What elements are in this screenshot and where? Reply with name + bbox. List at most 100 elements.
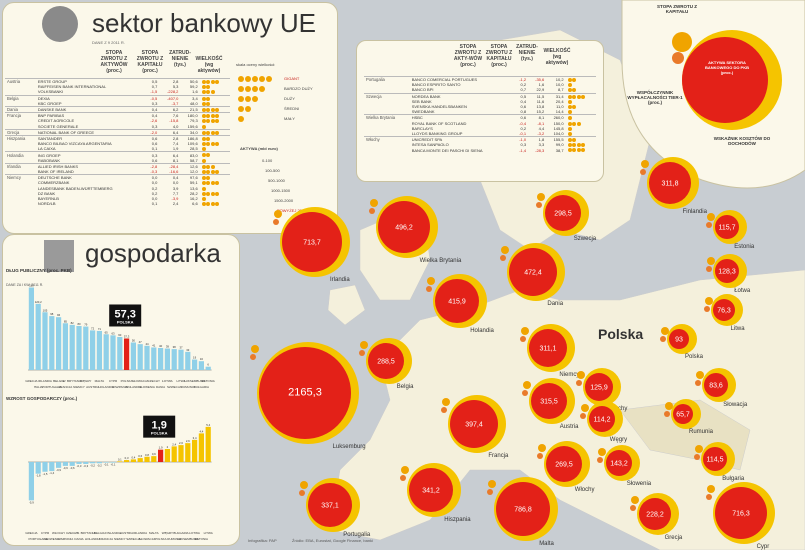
assets-tick: 1500-2000 [274,198,294,203]
bank-name: HSBC [409,114,514,121]
roe-bubble [576,380,582,386]
bar [103,334,109,370]
size-dot [572,78,577,83]
size-dot [215,170,220,175]
bar [137,458,143,462]
category-label: ESTONIA [202,379,215,383]
value-label: -1,4 [49,471,54,475]
bank-value: -16,6 [169,169,179,175]
country-label: Hiszpania [444,517,471,523]
bar [90,330,96,370]
bank-value: 0,0 [151,196,158,202]
category-label: FINLANDIA [105,531,121,535]
size-dot [210,80,215,85]
value-label: -0,9 [56,468,61,472]
bar [171,349,177,370]
roe-bubble [694,454,700,460]
bank-value: 145,8 [553,125,564,131]
size-dot [201,158,206,163]
country-name: Austria [5,78,36,85]
value-label: 71 [98,327,102,331]
bank-name: ROYAL BANK OF SCOTLAND [411,120,467,126]
size-dot [576,94,581,99]
bubble-value: 114,5 [707,457,724,464]
roe-bubble [630,505,636,511]
tier-bubble [705,297,713,305]
arrow-right-icon [42,6,78,42]
hdr-size: WIELKOŚĆ (wg aktywów) [195,56,223,74]
bank-row: KBC GROEP 0,3 -3,7 48,0 [5,101,230,107]
value-label: 1,9 [159,446,163,450]
size-dot [201,147,206,152]
bank-value: 0,6 [520,104,527,110]
legend-center: AKTYWA SEKTORA BANKOWEGO DO PKB (proc.) [705,60,749,75]
bank-name: BANCO BPI [411,87,434,93]
bank-value: -0,4 [519,120,527,126]
bubble-value: 298,5 [554,211,572,218]
bank-row: BANCO BILBAO VIZCAYA ARGENTARIA 0,6 7,4 109… [5,141,230,146]
category-label: MALTA [95,379,105,383]
bank-value: -1,0 [513,136,529,143]
size-dot [206,130,211,135]
category-label: LUKSEMBURG [184,379,206,383]
value-label: 19 [193,356,197,360]
size-dot [201,119,206,124]
size-dot [581,94,586,99]
bubble [259,347,351,439]
bubble-value: 415,9 [448,299,466,306]
bank-value: 0,6 [151,157,158,163]
bar [103,462,109,463]
size-dots [566,131,596,137]
roe-bubble [400,475,406,481]
hdr-size-right: WIELKOŚĆ (wg aktywów) [543,48,571,66]
bank-value: 59,1 [189,180,198,186]
size-dot [201,186,206,191]
bank-value: 38,7 [555,147,564,153]
bank-name: NORDEA BANK [409,92,514,99]
value-label: 96 [57,313,61,317]
hdr-roa-right: STOPA ZWROTU Z AKTY-WÓW (proc.) [453,44,483,68]
bank-name: LLOYDS BANKING GROUP [411,130,463,136]
value-label: 41 [152,343,156,347]
value-label: 65 [105,330,109,334]
tier-bubble [274,210,282,218]
size-dots [199,112,230,119]
poland-value: 1,9 [152,420,167,432]
bar [192,359,198,370]
size-dot [201,114,206,119]
bank-name: KBC GROEP [37,100,62,106]
roe-bubble [299,490,305,496]
hdr-roa: STOPA ZWROTU Z AKTYWÓW (proc.) [100,50,128,74]
bar [164,449,170,462]
bar [49,316,55,370]
category-label: BELGIA [53,379,64,383]
roe-bubble [520,336,526,342]
bank-value: 104,0 [553,130,564,136]
bank-row: Portugalia BANCO COMERCIAL PORTUGUES -1,2-… [364,76,596,83]
bank-value: 3,4 [180,94,200,101]
size-dots [199,94,230,101]
legend-cost: WSKAŹNIK KOSZTÓW DO DOCHODÓW [713,136,771,146]
bank-value: -3,2 [537,130,545,136]
size-dot [206,170,211,175]
bank-name: ALLIED IRISH BANKS [35,162,145,169]
category-label: W. BRYTANIA [63,379,82,383]
size-dot [201,191,206,196]
category-label: POLSKA [121,379,133,383]
assets-tick: POWYŻEJ 2000 [277,208,307,213]
size-dot [201,101,206,106]
value-label: 38 [173,345,177,349]
bank-value: 1,9 [172,146,179,152]
bank-row: Holandia ING GROEP 0,3 6,4 83,0 [5,151,230,158]
bar [171,446,177,462]
bank-value: 8,1 [528,114,547,121]
scale-dot [259,86,265,92]
category-label: DANIA [74,537,83,541]
bank-row: CREDIT AGRICOLE -2,6 -15,8 79,3 [5,118,230,123]
econ-panel [2,234,240,546]
bank-name: BANK OF IRELAND [37,169,74,175]
bank-row: Wielka Brytania HSBC 0,6 8,1 260,0 [364,114,596,121]
size-dot [201,85,206,90]
value-label: -0,3 [83,464,88,468]
size-dot [201,164,206,169]
